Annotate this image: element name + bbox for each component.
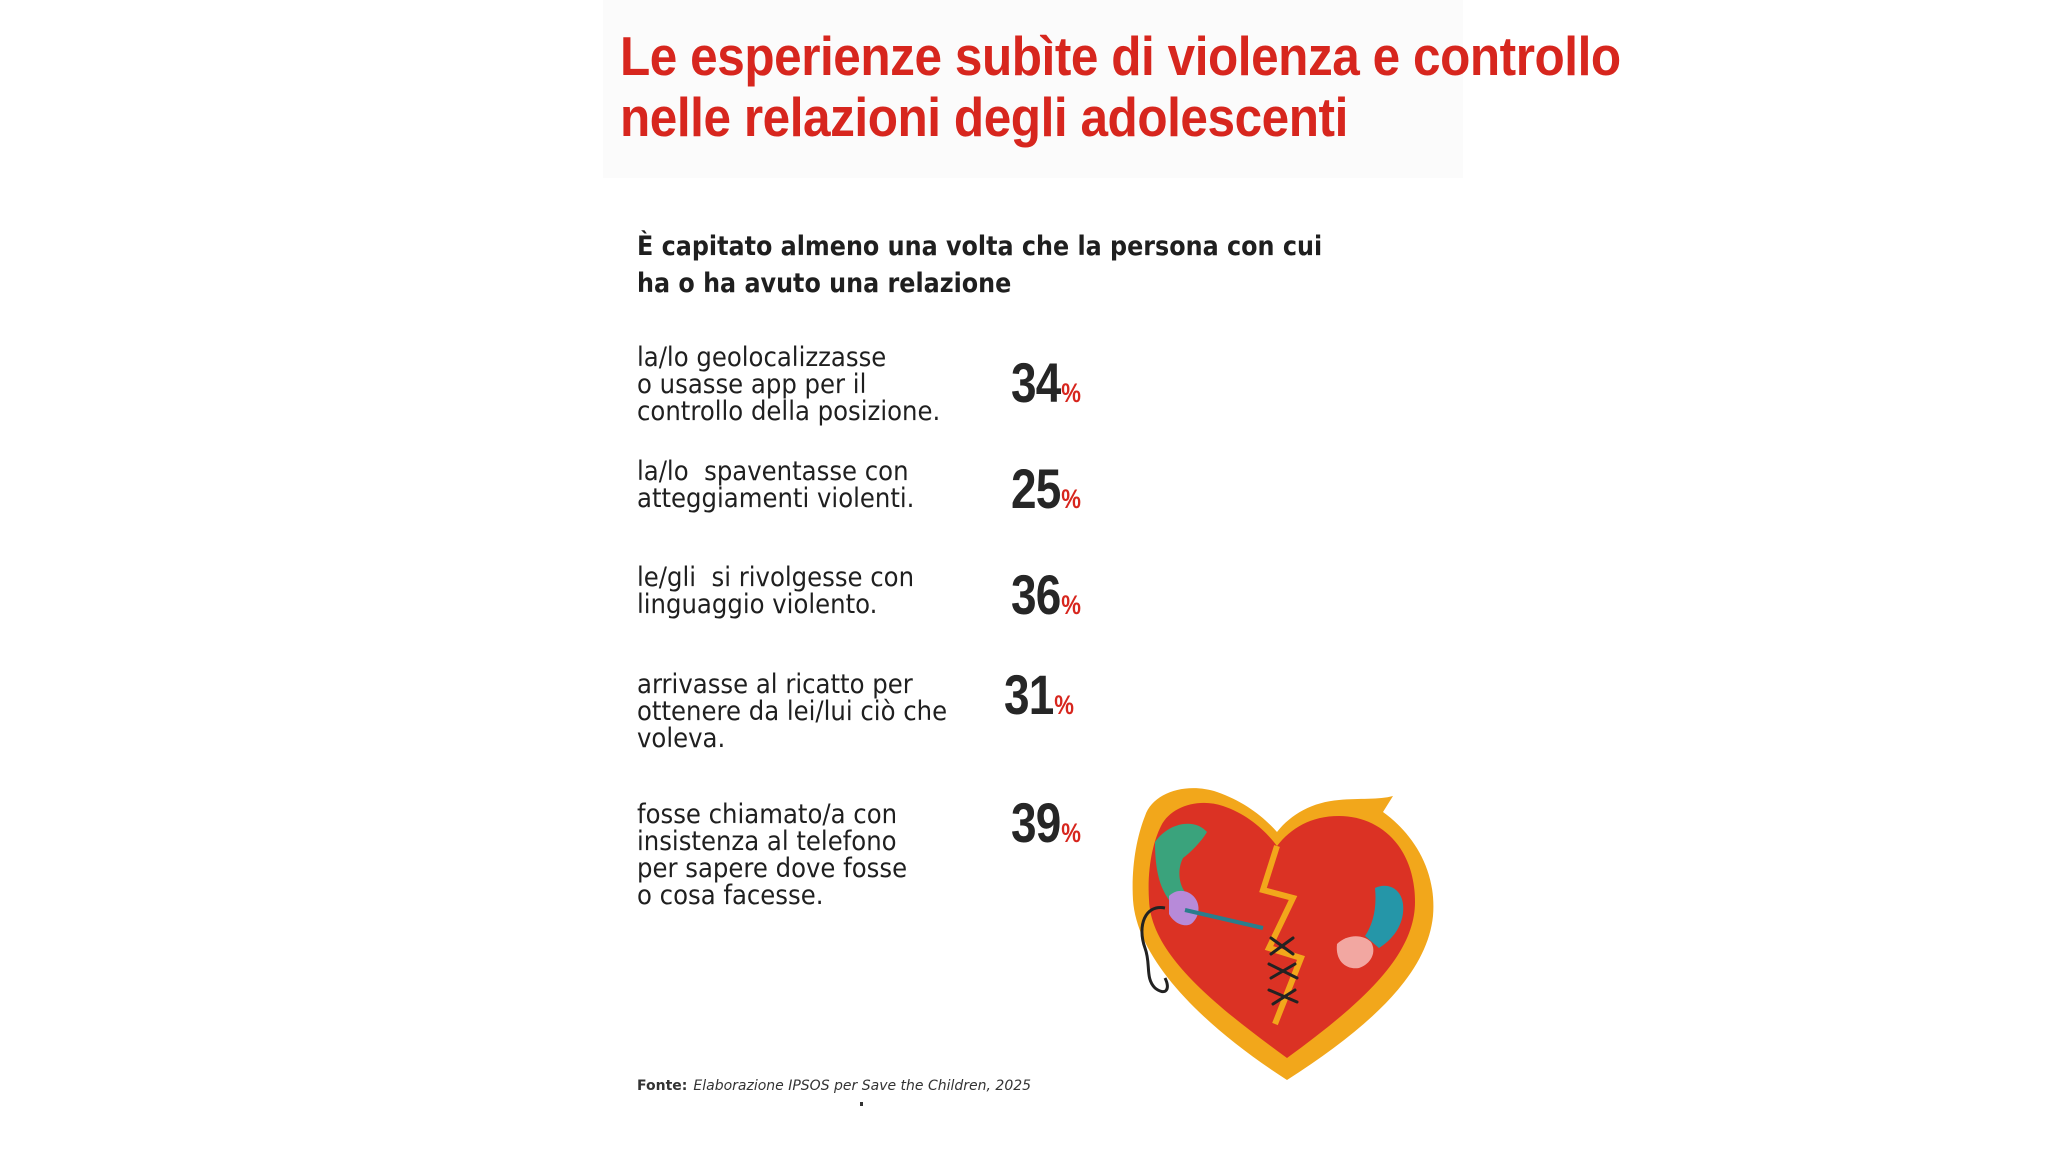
item-5-line-4: o cosa facesse. (637, 880, 824, 911)
page-title: Le esperienze subìte di violenza e contr… (620, 25, 1621, 148)
item-1-unit: % (1061, 378, 1081, 408)
item-3-line-1: le/gli si rivolgesse con (637, 562, 915, 593)
item-3-percentage: 36% (1011, 567, 1081, 623)
item-5-percentage: 39% (1011, 795, 1081, 851)
source-note: Fonte: Elaborazione IPSOS per Save the Ch… (637, 1078, 1031, 1094)
item-2-description: la/lo spaventasse con atteggiamenti viol… (637, 458, 914, 512)
item-1-percentage: 34% (1011, 355, 1081, 411)
item-2-unit: % (1061, 484, 1081, 514)
page-title-line-1: Le esperienze subìte di violenza e contr… (620, 25, 1621, 87)
item-1-line-3: controllo della posizione. (637, 396, 941, 427)
item-3-unit: % (1061, 590, 1081, 620)
item-2-line-1: la/lo spaventasse con (637, 456, 909, 487)
survey-question-line-2: ha o ha avuto una relazione (637, 268, 1012, 299)
decorative-dot (860, 1102, 863, 1106)
stitches (1267, 936, 1299, 1006)
item-3-value: 36 (1011, 563, 1061, 626)
right-hand (1336, 885, 1404, 969)
item-4-value: 31 (1004, 663, 1054, 726)
item-4-line-2: ottenere da lei/lui ciò che (637, 696, 948, 727)
left-hand-with-needle (1140, 823, 1264, 994)
item-3-description: le/gli si rivolgesse con linguaggio viol… (637, 564, 914, 618)
item-2-line-2: atteggiamenti violenti. (637, 483, 915, 514)
title-panel (603, 0, 1463, 178)
page-title-line-2: nelle relazioni degli adolescenti (620, 86, 1348, 148)
source-label: Fonte: (637, 1078, 688, 1094)
item-1-line-1: la/lo geolocalizzasse (637, 342, 887, 373)
source-text: Elaborazione IPSOS per Save the Children… (693, 1078, 1032, 1094)
item-4-unit: % (1054, 690, 1074, 720)
item-5-unit: % (1061, 818, 1081, 848)
item-2-value: 25 (1011, 457, 1061, 520)
item-5-description: fosse chiamato/a con insistenza al telef… (637, 801, 907, 909)
item-5-value: 39 (1011, 791, 1061, 854)
item-1-description: la/lo geolocalizzasse o usasse app per i… (637, 344, 940, 425)
item-1-value: 34 (1011, 351, 1061, 414)
item-4-percentage: 31% (1004, 667, 1074, 723)
item-3-line-2: linguaggio violento. (637, 589, 878, 620)
heart-body (1148, 802, 1415, 1058)
item-1-line-2: o usasse app per il (637, 369, 867, 400)
item-2-percentage: 25% (1011, 461, 1081, 517)
item-5-line-3: per sapere dove fosse (637, 853, 908, 884)
item-5-line-2: insistenza al telefono (637, 826, 897, 857)
broken-heart-being-stitched-icon (1132, 788, 1434, 1080)
survey-question-line-1: È capitato almeno una volta che la perso… (637, 231, 1323, 262)
item-4-line-1: arrivasse al ricatto per (637, 669, 913, 700)
heart-crack (1259, 845, 1305, 1026)
item-4-description: arrivasse al ricatto per ottenere da lei… (637, 671, 947, 752)
survey-question: È capitato almeno una volta che la perso… (637, 228, 1322, 302)
item-5-line-1: fosse chiamato/a con (637, 799, 898, 830)
item-4-line-3: voleva. (637, 723, 726, 754)
